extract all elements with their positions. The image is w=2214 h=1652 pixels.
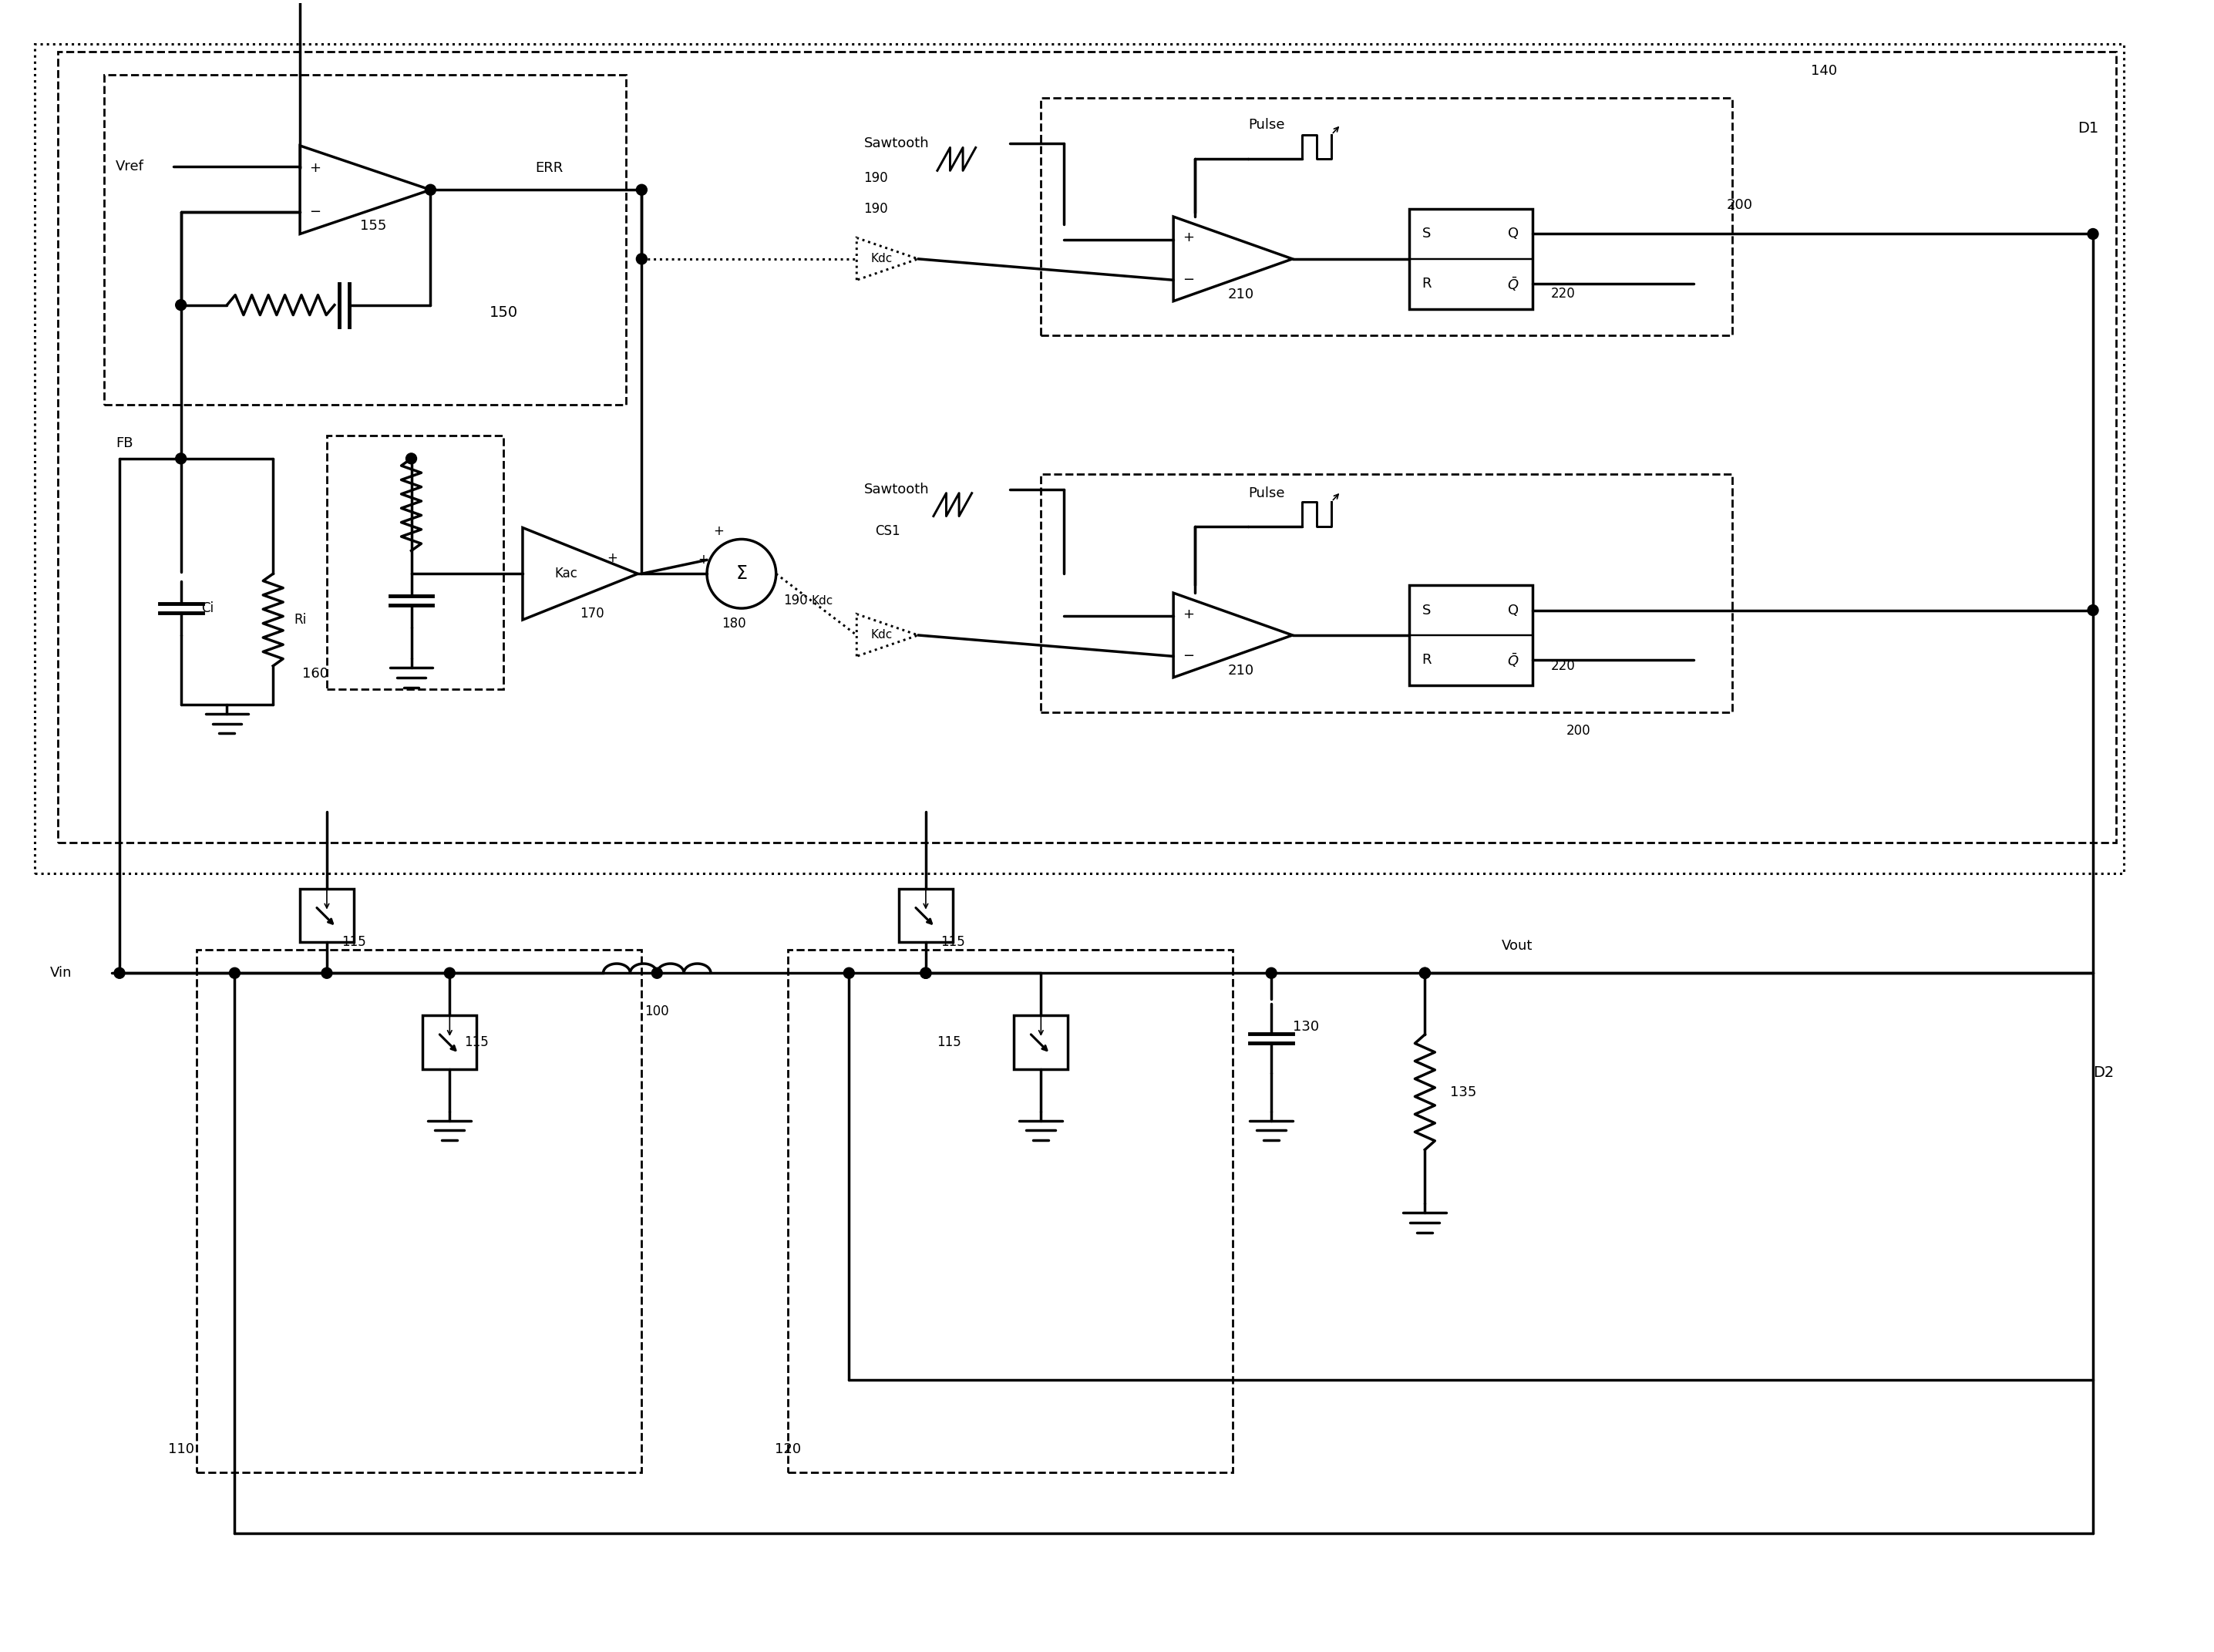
Circle shape — [230, 968, 239, 978]
Circle shape — [2088, 605, 2099, 616]
Text: S: S — [1421, 226, 1430, 241]
Circle shape — [425, 185, 436, 195]
Text: +: + — [310, 160, 321, 175]
Text: 220: 220 — [1550, 659, 1576, 672]
Bar — [299, 889, 354, 942]
Text: 100: 100 — [644, 1004, 669, 1018]
Text: 190: 190 — [863, 172, 888, 185]
Text: R: R — [1421, 278, 1430, 291]
Text: +: + — [713, 525, 724, 539]
Text: 160: 160 — [301, 667, 328, 681]
Circle shape — [921, 968, 932, 978]
Bar — [1041, 97, 1731, 335]
Text: +: + — [1182, 608, 1196, 621]
Text: Kdc: Kdc — [870, 253, 892, 264]
Text: FB: FB — [115, 436, 133, 449]
Text: 115: 115 — [937, 1036, 961, 1049]
Circle shape — [321, 968, 332, 978]
Bar — [423, 1016, 476, 1069]
Text: Kdc: Kdc — [810, 595, 832, 606]
Text: $\bar{Q}$: $\bar{Q}$ — [1508, 276, 1519, 292]
Text: 130: 130 — [1293, 1019, 1320, 1034]
Text: 150: 150 — [489, 306, 518, 320]
Circle shape — [651, 968, 662, 978]
Text: Q: Q — [1508, 603, 1519, 618]
Text: +: + — [1182, 231, 1196, 244]
Text: Vin: Vin — [51, 966, 73, 980]
Text: 210: 210 — [1227, 287, 1253, 301]
Text: 180: 180 — [722, 616, 746, 631]
Circle shape — [405, 453, 416, 464]
Text: 120: 120 — [775, 1442, 801, 1455]
Circle shape — [115, 968, 124, 978]
Text: Sawtooth: Sawtooth — [863, 137, 930, 150]
Text: D1: D1 — [2077, 121, 2099, 135]
Bar — [35, 45, 2123, 874]
Bar — [899, 889, 952, 942]
Bar — [1410, 210, 1532, 309]
Bar — [788, 950, 1233, 1472]
Text: $\Sigma$: $\Sigma$ — [735, 565, 748, 583]
Text: +: + — [607, 552, 618, 565]
Text: −: − — [1182, 273, 1196, 287]
Bar — [197, 950, 642, 1472]
Circle shape — [844, 968, 855, 978]
Circle shape — [921, 968, 932, 978]
Circle shape — [1419, 968, 1430, 978]
Text: −: − — [310, 205, 321, 218]
Text: 155: 155 — [359, 220, 385, 233]
Text: 115: 115 — [341, 935, 365, 950]
Text: ERR: ERR — [536, 162, 565, 175]
Text: 140: 140 — [1811, 64, 1838, 78]
Text: Q: Q — [1508, 226, 1519, 241]
Text: Vref: Vref — [115, 160, 144, 173]
Text: Ri: Ri — [294, 613, 306, 626]
Text: 220: 220 — [1550, 286, 1576, 301]
Text: Ci: Ci — [201, 601, 215, 615]
Bar — [1041, 474, 1731, 712]
Circle shape — [635, 185, 646, 195]
Text: +: + — [697, 553, 708, 567]
Text: Pulse: Pulse — [1249, 486, 1284, 501]
Circle shape — [1266, 968, 1277, 978]
Text: R: R — [1421, 653, 1430, 667]
Text: 190: 190 — [863, 202, 888, 216]
Text: 115: 115 — [941, 935, 965, 950]
Circle shape — [2088, 228, 2099, 240]
Text: 110: 110 — [168, 1442, 195, 1455]
Text: $\bar{Q}$: $\bar{Q}$ — [1508, 651, 1519, 669]
Bar — [328, 436, 503, 689]
Circle shape — [635, 253, 646, 264]
Text: 115: 115 — [465, 1036, 489, 1049]
Circle shape — [1419, 968, 1430, 978]
Circle shape — [175, 453, 186, 464]
Text: S: S — [1421, 603, 1430, 618]
Bar — [58, 51, 2117, 843]
Bar — [1410, 585, 1532, 686]
Text: 135: 135 — [1450, 1085, 1477, 1099]
Bar — [104, 74, 627, 405]
Text: Sawtooth: Sawtooth — [863, 482, 930, 496]
Circle shape — [445, 968, 456, 978]
Text: D2: D2 — [2092, 1066, 2114, 1080]
Text: CS1: CS1 — [875, 525, 899, 539]
Text: Vout: Vout — [1501, 940, 1532, 953]
Text: 210: 210 — [1227, 664, 1253, 677]
Bar — [1014, 1016, 1067, 1069]
Text: 200: 200 — [1565, 724, 1590, 738]
Text: −: − — [1182, 649, 1196, 662]
Text: 190: 190 — [784, 593, 808, 608]
Text: Pulse: Pulse — [1249, 117, 1284, 132]
Circle shape — [175, 299, 186, 311]
Text: 170: 170 — [580, 606, 604, 621]
Text: 200: 200 — [1727, 198, 1753, 211]
Text: Kdc: Kdc — [870, 629, 892, 641]
Text: Kac: Kac — [556, 567, 578, 582]
